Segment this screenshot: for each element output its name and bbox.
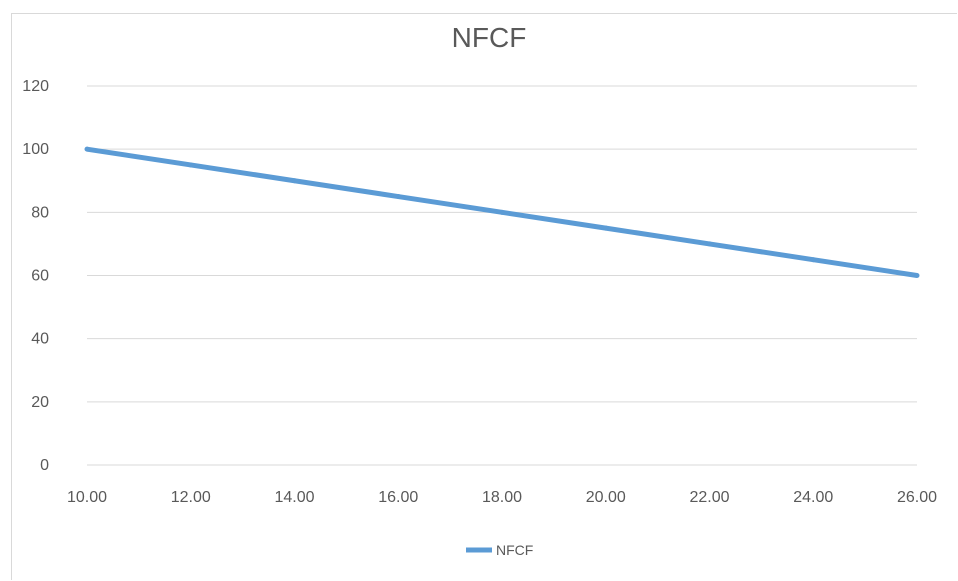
x-tick-label: 24.00 bbox=[793, 489, 833, 506]
series-lines bbox=[84, 146, 920, 278]
y-tick-label: 40 bbox=[31, 331, 49, 348]
gridlines bbox=[87, 85, 917, 466]
x-tick-label: 12.00 bbox=[171, 489, 211, 506]
chart-area bbox=[11, 13, 957, 580]
x-tick-label: 22.00 bbox=[689, 489, 729, 506]
x-tick-label: 14.00 bbox=[274, 489, 314, 506]
data-point bbox=[810, 257, 816, 263]
y-tick-label: 80 bbox=[31, 204, 49, 221]
data-point bbox=[84, 146, 90, 152]
data-point bbox=[914, 273, 920, 278]
x-tick-label: 16.00 bbox=[378, 489, 418, 506]
y-tick-label: 0 bbox=[40, 457, 49, 474]
x-axis-tick-labels: 10.00 12.00 14.00 16.00 18.00 20.00 22.00 24.00… bbox=[67, 489, 937, 506]
x-tick-label: 10.00 bbox=[67, 489, 107, 506]
data-point bbox=[603, 225, 609, 231]
y-tick-label: 60 bbox=[31, 268, 49, 285]
y-tick-label: 20 bbox=[31, 394, 49, 411]
x-tick-label: 20.00 bbox=[586, 489, 626, 506]
y-tick-label: 100 bbox=[22, 141, 49, 158]
x-tick-label: 18.00 bbox=[482, 489, 522, 506]
data-point bbox=[188, 162, 194, 168]
data-point bbox=[499, 209, 505, 215]
chart-title: NFCF bbox=[452, 22, 527, 53]
x-tick-label: 26.00 bbox=[897, 489, 937, 506]
legend: NFCF bbox=[466, 542, 533, 558]
data-point bbox=[707, 241, 712, 247]
legend-label: NFCF bbox=[496, 542, 533, 558]
y-axis-tick-labels: 0 20 40 60 80 100 120 bbox=[22, 78, 49, 474]
y-tick-label: 120 bbox=[22, 78, 49, 95]
data-point bbox=[395, 194, 401, 200]
data-point bbox=[292, 178, 297, 184]
